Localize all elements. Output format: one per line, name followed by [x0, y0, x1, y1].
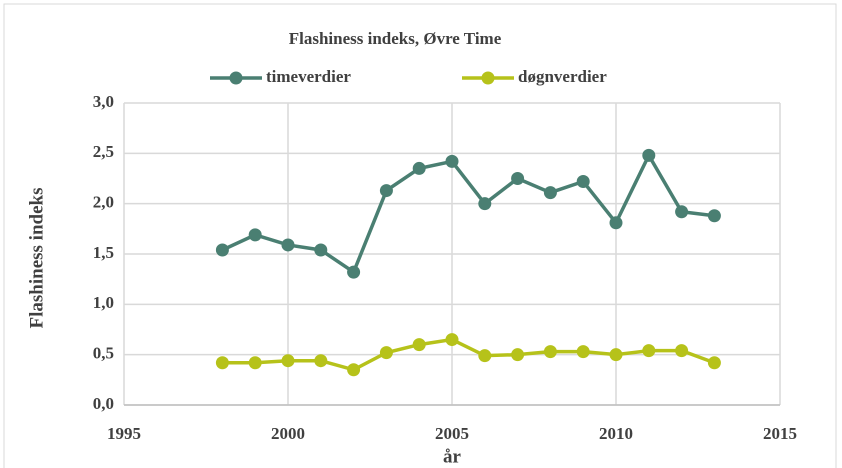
y-tick-label: 0,0 [93, 394, 114, 413]
chart-frame [3, 3, 837, 468]
series-line [222, 337, 716, 372]
data-point [445, 154, 459, 168]
data-point [281, 354, 295, 368]
data-point [707, 356, 721, 370]
data-point [478, 349, 492, 363]
data-point [675, 205, 689, 219]
data-point [347, 363, 361, 377]
legend-marker [481, 71, 495, 85]
y-tick-label: 0,5 [93, 344, 114, 363]
series-line [221, 151, 715, 275]
data-point [281, 238, 295, 252]
data-point [675, 344, 689, 358]
data-point [609, 348, 623, 362]
data-point [642, 148, 656, 162]
x-tick-label: 2005 [435, 424, 469, 443]
legend-marker [229, 71, 243, 85]
data-point [543, 345, 557, 359]
data-point [543, 186, 557, 200]
chart-title: Flashiness indeks, Øvre Time [289, 29, 502, 48]
data-point [576, 175, 590, 189]
x-tick-label: 2015 [763, 424, 797, 443]
y-tick-label: 2,5 [93, 142, 114, 161]
data-point [314, 354, 328, 368]
data-point [248, 356, 262, 370]
data-point [215, 356, 229, 370]
data-point [576, 345, 590, 359]
data-point [248, 228, 262, 242]
legend-label: timeverdier [266, 67, 351, 86]
legend-label: døgnverdier [518, 67, 607, 86]
x-tick-label: 1995 [107, 424, 141, 443]
x-tick-label: 2000 [271, 424, 305, 443]
data-point [609, 216, 623, 230]
data-point [478, 197, 492, 211]
y-tick-label: 1,5 [93, 243, 114, 262]
data-point [379, 184, 393, 198]
data-point [445, 333, 459, 347]
data-point [511, 348, 525, 362]
y-tick-label: 1,0 [93, 293, 114, 312]
x-axis-title: år [443, 446, 462, 467]
data-point [707, 209, 721, 223]
data-point [314, 243, 328, 257]
data-point [511, 172, 525, 185]
data-point [379, 346, 393, 360]
data-point [412, 338, 426, 352]
data-point [347, 265, 361, 279]
data-point [215, 243, 229, 257]
y-tick-label: 3,0 [93, 92, 114, 111]
data-point [412, 161, 426, 175]
x-tick-label: 2010 [599, 424, 633, 443]
y-axis-title: Flashiness indeks [26, 188, 47, 329]
y-tick-label: 2,0 [93, 193, 114, 212]
data-point [642, 344, 656, 358]
